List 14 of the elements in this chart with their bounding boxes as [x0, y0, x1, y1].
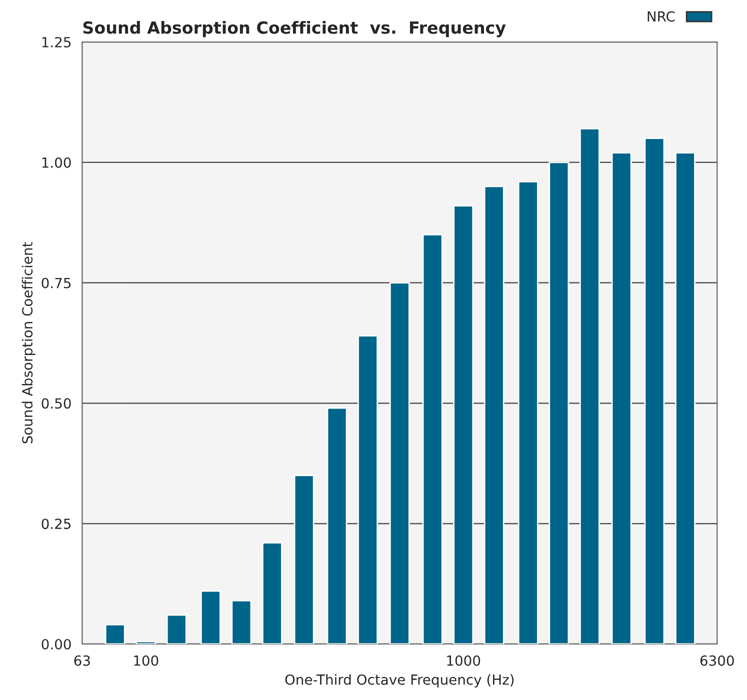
y-tick-label: 0.25	[42, 518, 71, 530]
y-axis-title: Sound Absorption Coefficient	[22, 242, 36, 444]
legend-label: NRC	[648, 11, 675, 22]
x-tick-label: 1000	[447, 655, 480, 666]
x-tick-label: 100	[134, 655, 158, 666]
y-tick-label: 0.75	[42, 278, 71, 288]
x-tick-label: 63	[74, 655, 90, 666]
x-tick-label: 6300	[700, 655, 734, 666]
x-axis-title: One-Third Octave Frequency (Hz)	[285, 674, 514, 688]
y-tick-label: 1.00	[42, 157, 71, 168]
y-tick-label: 1.25	[42, 36, 71, 48]
chart-title: Sound Absorption Coefficient vs. Frequency	[83, 21, 506, 38]
y-tick-label: 0.00	[42, 638, 71, 650]
y-tick-label: 0.50	[42, 398, 71, 409]
